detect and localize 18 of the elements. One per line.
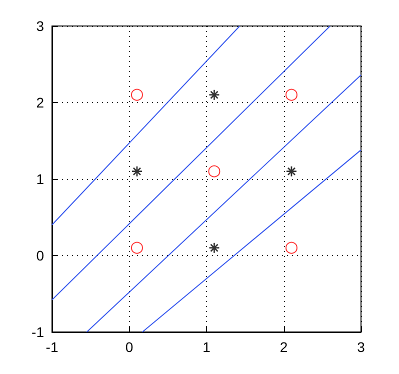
y-tick-label: 0	[36, 248, 44, 264]
point	[130, 242, 143, 254]
point	[208, 242, 220, 254]
point	[208, 165, 220, 178]
x-tick-label: 0	[125, 339, 134, 355]
x-tick-label: 3	[357, 339, 366, 355]
y-tick-label: 2	[36, 94, 44, 110]
y-tick-label: -1	[32, 324, 44, 340]
x-tick-label: 1	[202, 339, 211, 355]
point	[130, 88, 143, 101]
point	[285, 242, 298, 254]
point	[131, 166, 143, 178]
y-tick-label: 3	[36, 18, 44, 34]
point	[208, 89, 220, 101]
y-tick-label: 1	[36, 171, 44, 187]
point	[286, 166, 298, 178]
x-tick-label: 2	[280, 339, 288, 355]
point	[285, 88, 298, 101]
